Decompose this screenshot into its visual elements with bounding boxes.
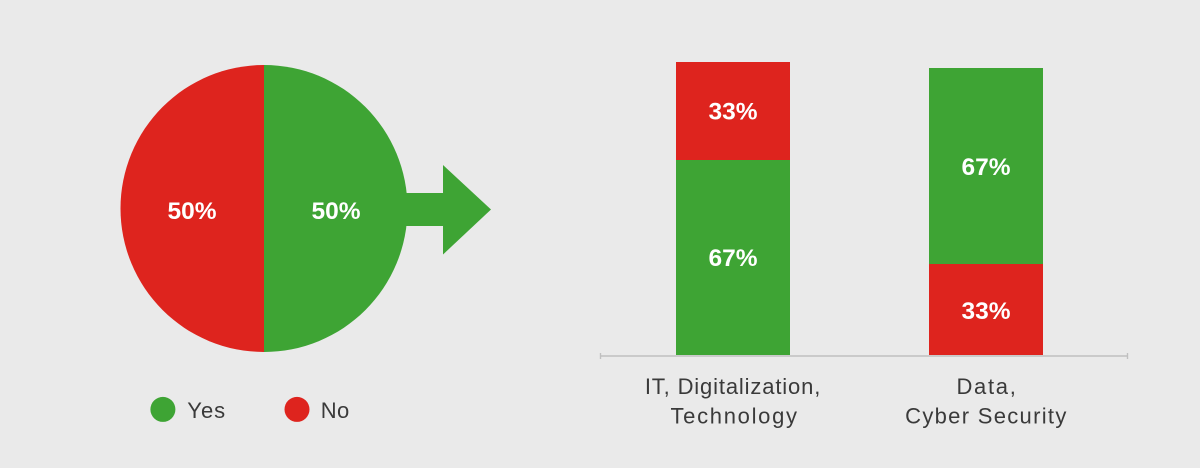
svg-text:33%: 33% xyxy=(961,298,1010,325)
svg-text:Yes: Yes xyxy=(187,398,226,423)
svg-text:IT, Digitalization,: IT, Digitalization, xyxy=(645,374,821,399)
svg-text:33%: 33% xyxy=(708,98,757,125)
svg-text:50%: 50% xyxy=(167,198,216,225)
svg-text:50%: 50% xyxy=(311,198,360,225)
svg-text:Cyber Security: Cyber Security xyxy=(905,404,1067,429)
svg-text:Data,: Data, xyxy=(956,374,1017,399)
svg-text:No: No xyxy=(321,398,350,423)
svg-text:67%: 67% xyxy=(961,154,1010,181)
svg-text:67%: 67% xyxy=(708,245,757,272)
svg-text:Technology: Technology xyxy=(670,404,798,429)
